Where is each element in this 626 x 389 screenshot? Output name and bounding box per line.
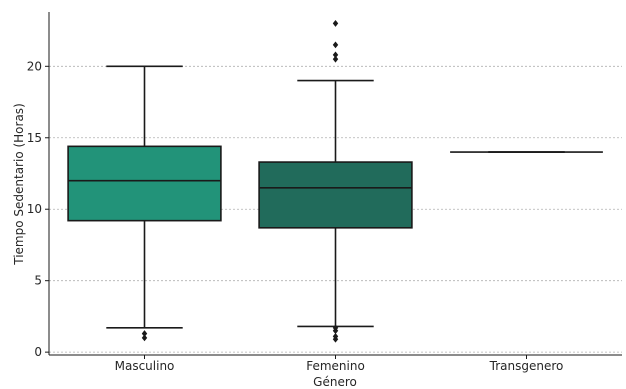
outlier-femenino-5 xyxy=(332,51,339,59)
y-tick-label-0: 0 xyxy=(34,345,42,359)
outlier-masculino-1 xyxy=(141,330,148,337)
grid-lines xyxy=(49,65,622,353)
x-tick-label-transgenero: Transgenero xyxy=(489,359,564,373)
iqr-box-femenino xyxy=(258,161,413,229)
y-tick-label-20: 20 xyxy=(27,59,42,73)
x-tick-label-masculino: Masculino xyxy=(115,359,175,373)
outlier-femenino-3 xyxy=(332,324,339,332)
box-group-masculino xyxy=(67,65,222,342)
outlier-masculino-0 xyxy=(141,334,148,342)
y-tick-label-15: 15 xyxy=(27,131,42,145)
boxes-layer xyxy=(67,20,603,343)
x-axis-label: Género xyxy=(313,375,357,389)
outlier-femenino-6 xyxy=(332,41,339,49)
outlier-femenino-4 xyxy=(332,55,339,63)
outlier-femenino-1 xyxy=(332,333,339,340)
outlier-femenino-7 xyxy=(332,20,339,27)
x-tick-label-femenino: Femenino xyxy=(306,359,365,373)
y-tick-label-5: 5 xyxy=(34,274,42,288)
iqr-box-masculino xyxy=(67,145,222,222)
axes-layer: 0 5 10 15 20 Masculino Femenino Transgenero xyxy=(27,12,622,373)
y-axis-label: Tiempo Sedentario (Horas) xyxy=(12,103,26,266)
box-group-femenino xyxy=(258,20,413,343)
y-tick-label-10: 10 xyxy=(27,202,42,216)
